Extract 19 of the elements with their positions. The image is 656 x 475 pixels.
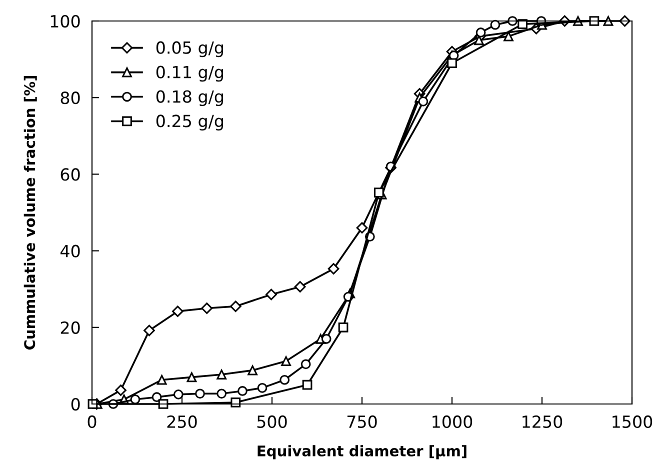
x-tick-label: 1250 [522,415,562,428]
x-tick-label: 750 [347,415,377,428]
legend-label: 0.05 g/g [156,41,223,58]
x-tick-label: 1000 [432,415,472,428]
x-tick-label: 500 [257,415,287,428]
legend-label: 0.18 g/g [156,90,223,106]
legend-label: 0.11 g/g [156,66,223,82]
y-tick-label: 40 [60,244,80,258]
y-tick-label: 80 [60,92,80,104]
x-tick-label: 0 [88,415,96,428]
y-tick-label: 60 [60,168,80,181]
y-axis-title: Cummulative volume fraction [%] [24,76,37,350]
legend-label: 0.25 g/g [156,114,223,131]
x-tick-label: 250 [167,415,197,428]
x-tick-label: 1500 [612,415,652,428]
y-tick-label: 20 [60,321,80,334]
y-tick-label: 0 [71,398,80,411]
y-tick-label: 100 [50,14,80,28]
x-axis-title: Equivalent diameter [μm] [258,445,466,460]
